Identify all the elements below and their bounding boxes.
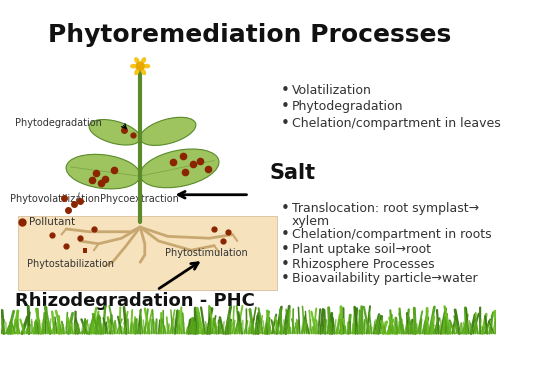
Text: xylem: xylem bbox=[292, 215, 330, 228]
Text: •: • bbox=[281, 257, 289, 272]
Ellipse shape bbox=[89, 119, 140, 145]
Ellipse shape bbox=[134, 57, 140, 64]
Text: Translocation: root symplast→: Translocation: root symplast→ bbox=[292, 202, 479, 215]
Text: •: • bbox=[281, 83, 289, 98]
Text: Rhizodegradation - PHC: Rhizodegradation - PHC bbox=[16, 292, 255, 310]
Text: •: • bbox=[281, 116, 289, 131]
Text: Salt: Salt bbox=[270, 164, 316, 183]
Text: •: • bbox=[281, 272, 289, 286]
Ellipse shape bbox=[134, 68, 140, 75]
Ellipse shape bbox=[66, 154, 140, 189]
Ellipse shape bbox=[143, 64, 150, 69]
Ellipse shape bbox=[140, 117, 196, 146]
Circle shape bbox=[135, 62, 145, 71]
Text: Phytoremediation Processes: Phytoremediation Processes bbox=[48, 23, 451, 47]
Text: Pollutant: Pollutant bbox=[29, 216, 75, 227]
Bar bbox=[83, 249, 87, 253]
Text: Chelation/compartment in roots: Chelation/compartment in roots bbox=[292, 228, 492, 241]
Text: Phytovolatilization: Phytovolatilization bbox=[10, 194, 100, 205]
Text: Volatilization: Volatilization bbox=[292, 84, 372, 97]
FancyBboxPatch shape bbox=[18, 216, 277, 290]
Ellipse shape bbox=[130, 64, 137, 69]
Text: Phytodegradation: Phytodegradation bbox=[16, 118, 102, 129]
Text: Bioavailability particle→water: Bioavailability particle→water bbox=[292, 272, 478, 285]
Text: Rhizosphere Processes: Rhizosphere Processes bbox=[292, 258, 434, 271]
Text: •: • bbox=[281, 227, 289, 242]
Text: Phytostimulation: Phytostimulation bbox=[165, 248, 248, 258]
Ellipse shape bbox=[140, 149, 219, 188]
Text: Phytostabilization: Phytostabilization bbox=[27, 259, 114, 269]
Text: •: • bbox=[281, 99, 289, 115]
Text: Phycoextraction: Phycoextraction bbox=[100, 194, 179, 205]
Text: Plant uptake soil→root: Plant uptake soil→root bbox=[292, 243, 431, 256]
Text: Phytodegradation: Phytodegradation bbox=[292, 100, 403, 113]
Text: •: • bbox=[281, 242, 289, 257]
Text: •: • bbox=[281, 201, 289, 216]
Ellipse shape bbox=[141, 68, 146, 75]
Ellipse shape bbox=[141, 57, 146, 64]
Text: Chelation/compartment in leaves: Chelation/compartment in leaves bbox=[292, 117, 501, 130]
